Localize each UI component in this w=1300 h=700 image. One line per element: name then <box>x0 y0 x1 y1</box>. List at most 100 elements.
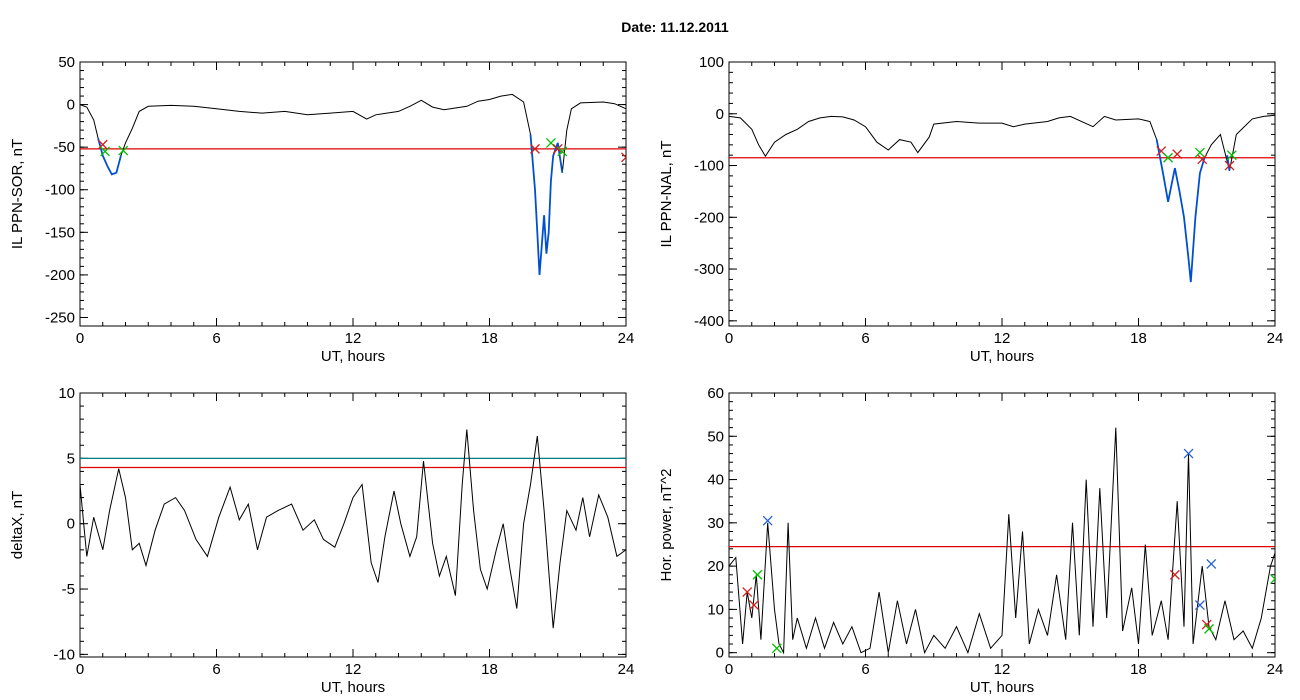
x-tick-label: 6 <box>861 330 869 347</box>
event-marker <box>1183 448 1194 459</box>
y-tick-label: -200 <box>45 267 75 284</box>
marker-stroke <box>1172 149 1183 160</box>
y-tick-label: 100 <box>699 54 724 71</box>
marker-stroke <box>530 143 540 154</box>
event-marker <box>100 146 110 157</box>
event-marker <box>1194 600 1205 611</box>
event-marker <box>1163 152 1174 163</box>
marker-stroke <box>100 146 110 157</box>
highlighted-segment <box>97 138 122 176</box>
marker-stroke <box>557 146 568 157</box>
plot-data <box>80 93 626 275</box>
y-axis-title: IL PPN-SOR, nT <box>9 139 26 249</box>
marker-stroke <box>621 152 626 159</box>
marker-stroke <box>1194 600 1205 611</box>
x-axis-title: UT, hours <box>321 679 385 696</box>
x-tick-label: 12 <box>345 661 362 678</box>
marker-stroke <box>752 569 763 580</box>
marker-stroke <box>97 139 108 150</box>
plot-data <box>729 114 1275 283</box>
marker-stroke <box>1169 569 1180 580</box>
event-marker <box>749 600 759 611</box>
y-tick-label: 10 <box>58 385 75 402</box>
plot-frame <box>728 61 1276 327</box>
x-tick-label: 6 <box>212 330 220 347</box>
x-tick-label: 12 <box>345 330 362 347</box>
y-tick-label: 0 <box>716 106 724 123</box>
event-marker <box>552 143 563 154</box>
marker-stroke <box>1201 619 1212 630</box>
event-marker <box>762 515 773 526</box>
event-marker <box>530 143 540 154</box>
y-tick-label: -100 <box>45 182 75 199</box>
x-tick-label: 0 <box>725 330 733 347</box>
x-tick-label: 0 <box>76 661 84 678</box>
series-line <box>80 93 626 275</box>
series-line <box>729 427 1275 655</box>
y-tick-label: 50 <box>707 428 724 445</box>
event-marker <box>621 152 626 163</box>
marker-stroke <box>1204 623 1214 634</box>
marker-stroke <box>1224 160 1235 171</box>
event-marker <box>1169 569 1180 580</box>
x-tick-label: 18 <box>481 330 498 347</box>
x-axis-title: UT, hours <box>970 679 1034 696</box>
x-tick-label: 24 <box>618 661 635 678</box>
x-tick-label: 18 <box>481 661 498 678</box>
marker-stroke <box>1270 578 1275 585</box>
event-marker <box>557 146 568 157</box>
x-tick-label: 0 <box>76 330 84 347</box>
x-tick-label: 0 <box>725 661 733 678</box>
x-tick-label: 24 <box>618 330 635 347</box>
y-tick-label: 10 <box>707 601 724 618</box>
event-marker <box>118 145 129 156</box>
event-marker <box>742 587 753 598</box>
event-marker <box>1270 574 1275 585</box>
y-tick-label: -5 <box>62 581 75 598</box>
x-tick-label: 24 <box>1267 330 1284 347</box>
marker-stroke <box>771 643 782 654</box>
marker-stroke <box>552 143 563 154</box>
plot-frame <box>728 392 1276 658</box>
highlighted-segment <box>1226 155 1231 171</box>
y-tick-label: 0 <box>67 97 75 114</box>
y-tick-label: -50 <box>53 139 75 156</box>
plot-data <box>80 429 626 629</box>
x-tick-label: 12 <box>994 661 1011 678</box>
x-tick-label: 6 <box>861 661 869 678</box>
marker-stroke <box>1183 448 1194 459</box>
marker-stroke <box>1270 574 1275 581</box>
event-marker <box>1197 154 1208 165</box>
chart-panel-3: 0 6 12 18 24 10 5 0 -5 -10 UT, hours deltaX, nT <box>9 385 634 696</box>
marker-stroke <box>762 515 773 526</box>
y-tick-label: -10 <box>53 646 75 663</box>
x-tick-label: 24 <box>1267 661 1284 678</box>
marker-stroke <box>545 137 556 148</box>
highlighted-segment <box>1155 139 1206 283</box>
y-tick-label: 0 <box>716 645 724 662</box>
y-tick-label: 5 <box>67 450 75 467</box>
y-tick-label: -150 <box>45 224 75 241</box>
y-tick-label: -400 <box>694 313 724 330</box>
y-tick-label: -250 <box>45 309 75 326</box>
x-tick-label: 18 <box>1130 661 1147 678</box>
x-axis-title: UT, hours <box>970 348 1034 365</box>
marker-stroke <box>742 587 753 598</box>
event-marker <box>771 643 782 654</box>
marker-stroke <box>749 600 759 611</box>
chart-panel-4: 0 6 12 18 24 60 50 40 30 20 10 0 UT, hours Hor. power… <box>658 385 1283 696</box>
x-tick-label: 6 <box>212 661 220 678</box>
chart-panel-1: 0 6 12 18 24 50 0 -50 -100 -150 -200 -250 UT, hours I… <box>9 54 634 365</box>
x-tick-label: 12 <box>994 330 1011 347</box>
marker-stroke <box>1206 558 1217 569</box>
plot-data <box>729 427 1275 655</box>
y-tick-label: 40 <box>707 472 724 489</box>
marker-stroke <box>1194 147 1205 158</box>
marker-stroke <box>1156 146 1167 156</box>
y-tick-label: 30 <box>707 515 724 532</box>
event-marker <box>1224 160 1235 171</box>
y-tick-label: 0 <box>67 516 75 533</box>
y-tick-label: 60 <box>707 385 724 402</box>
y-axis-title: deltaX, nT <box>9 491 26 559</box>
series-line <box>80 429 626 629</box>
